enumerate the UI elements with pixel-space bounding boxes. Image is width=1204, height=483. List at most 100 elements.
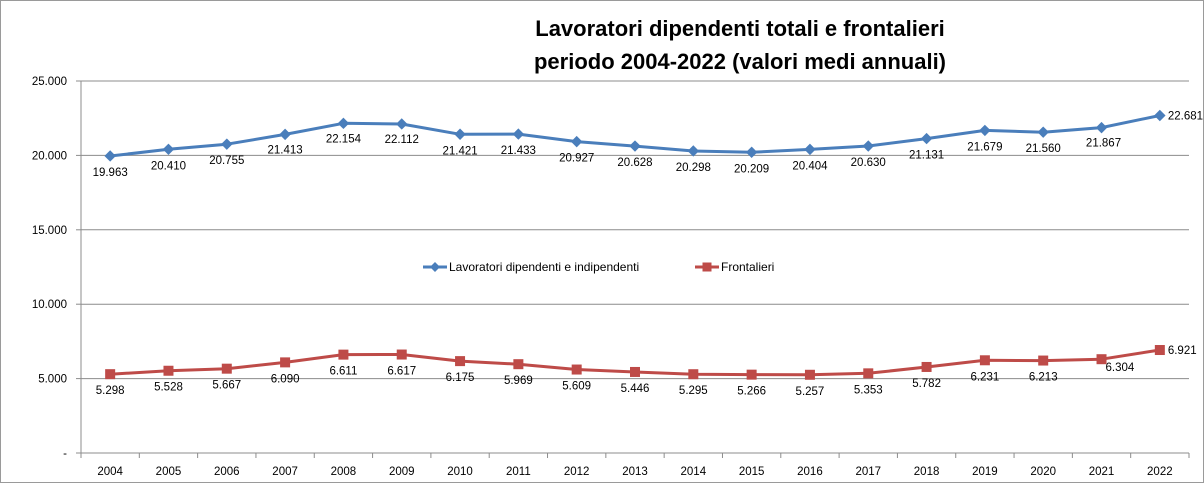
legend-marker-diamond — [430, 262, 440, 272]
x-tick-label: 2004 — [97, 466, 123, 478]
data-point-lavoratori — [221, 138, 233, 150]
data-point-frontalieri — [571, 364, 582, 375]
data-label: 22.681 — [1168, 111, 1203, 123]
data-point-frontalieri — [863, 368, 874, 379]
x-tick-label: 2019 — [972, 466, 998, 478]
x-tick-label: 2005 — [156, 466, 182, 478]
x-tick-label: 2018 — [914, 466, 940, 478]
data-label: 6.617 — [387, 366, 416, 378]
data-label: 5.257 — [796, 386, 825, 398]
data-label: 5.266 — [737, 386, 766, 398]
data-label: 20.298 — [676, 162, 711, 174]
data-label: 21.867 — [1086, 138, 1121, 150]
x-tick-label: 2008 — [331, 466, 357, 478]
y-tick-label: 25.000 — [32, 76, 67, 88]
chart-title-line2: periodo 2004-2022 (valori medi annuali) — [534, 49, 946, 74]
data-point-frontalieri — [979, 355, 990, 366]
x-tick-label: 2022 — [1147, 466, 1173, 478]
series-group — [104, 109, 1166, 380]
data-label: 21.679 — [967, 141, 1002, 153]
y-tick-label: 20.000 — [32, 150, 67, 162]
data-point-frontalieri — [1038, 355, 1049, 366]
data-label: 6.090 — [271, 373, 300, 385]
data-point-lavoratori — [104, 150, 116, 162]
x-tick-label: 2009 — [389, 466, 415, 478]
data-point-lavoratori — [162, 143, 175, 156]
data-point-frontalieri — [1154, 345, 1165, 356]
x-tick-label: 2021 — [1089, 466, 1115, 478]
legend-label: Frontalieri — [721, 260, 774, 274]
data-label: 21.433 — [501, 145, 536, 157]
chart-title-line1: Lavoratori dipendenti totali e frontalie… — [535, 16, 945, 41]
data-point-frontalieri — [804, 369, 815, 380]
data-label: 5.609 — [562, 381, 591, 393]
data-label: 6.213 — [1029, 372, 1058, 384]
data-point-frontalieri — [396, 349, 407, 360]
data-label: 19.963 — [93, 167, 128, 179]
x-tick-label: 2013 — [622, 466, 648, 478]
y-tick-label: 5.000 — [38, 374, 67, 386]
data-label: 20.630 — [851, 157, 886, 169]
data-label: 20.755 — [209, 155, 244, 167]
x-tick-label: 2014 — [681, 466, 707, 478]
data-label: 21.131 — [909, 150, 944, 162]
data-point-frontalieri — [1096, 354, 1107, 365]
data-point-frontalieri — [688, 369, 699, 380]
data-point-lavoratori — [920, 132, 933, 145]
legend: Lavoratori dipendenti e indipendenti Fron… — [423, 260, 774, 274]
x-tick-label: 2015 — [739, 466, 765, 478]
data-point-frontalieri — [630, 366, 640, 377]
data-label: 5.295 — [679, 385, 708, 397]
gridlines — [81, 80, 1189, 380]
x-tick-label: 2017 — [855, 466, 881, 478]
data-point-lavoratori — [454, 128, 466, 140]
data-point-frontalieri — [221, 363, 232, 374]
y-tick-label: 10.000 — [32, 299, 67, 311]
data-point-frontalieri — [513, 359, 524, 370]
data-label: 21.421 — [442, 145, 477, 157]
data-label: 5.528 — [154, 382, 183, 394]
data-point-frontalieri — [338, 349, 349, 360]
x-tick-label: 2016 — [797, 466, 823, 478]
x-tick-label: 2020 — [1030, 466, 1056, 478]
data-label: 6.611 — [329, 366, 357, 378]
data-label: 6.175 — [446, 372, 475, 384]
data-label: 20.404 — [792, 160, 828, 172]
data-labels: 19.963 20.410 20.755 21.413 22.154 22.112 21.4… — [93, 111, 1203, 398]
data-label: 21.560 — [1026, 143, 1061, 155]
data-point-lavoratori — [1095, 121, 1108, 134]
data-label: 22.112 — [385, 134, 419, 146]
data-label: 20.927 — [559, 153, 594, 165]
data-label: 6.921 — [1168, 345, 1197, 357]
data-label: 20.410 — [151, 160, 186, 172]
data-point-lavoratori — [512, 128, 525, 140]
data-label: 5.353 — [854, 384, 883, 396]
data-label: 5.446 — [621, 383, 650, 395]
data-point-lavoratori — [1037, 126, 1049, 138]
x-tick-label: 2006 — [214, 466, 240, 478]
data-label: 5.298 — [96, 385, 125, 397]
data-label: 21.413 — [268, 144, 303, 156]
x-tick-label: 2011 — [506, 466, 531, 478]
data-label: 20.628 — [617, 157, 652, 169]
data-point-frontalieri — [280, 357, 291, 368]
data-point-lavoratori — [629, 140, 641, 152]
data-point-lavoratori — [687, 145, 700, 157]
y-tick-label: - — [63, 448, 67, 460]
data-point-lavoratori — [570, 135, 583, 148]
x-tick-label: 2010 — [447, 466, 473, 478]
data-label: 6.231 — [971, 371, 1000, 383]
x-tick-label: 2012 — [564, 466, 590, 478]
data-point-frontalieri — [746, 369, 757, 380]
data-label: 20.209 — [734, 163, 769, 175]
data-label: 22.154 — [326, 133, 362, 145]
data-point-lavoratori — [337, 117, 350, 130]
data-point-lavoratori — [745, 146, 758, 158]
data-point-frontalieri — [105, 369, 116, 380]
y-tick-label: 15.000 — [32, 225, 67, 237]
data-label: 5.667 — [212, 380, 241, 392]
legend-label: Lavoratori dipendenti e indipendenti — [449, 260, 639, 274]
data-label: 6.304 — [1106, 362, 1135, 374]
